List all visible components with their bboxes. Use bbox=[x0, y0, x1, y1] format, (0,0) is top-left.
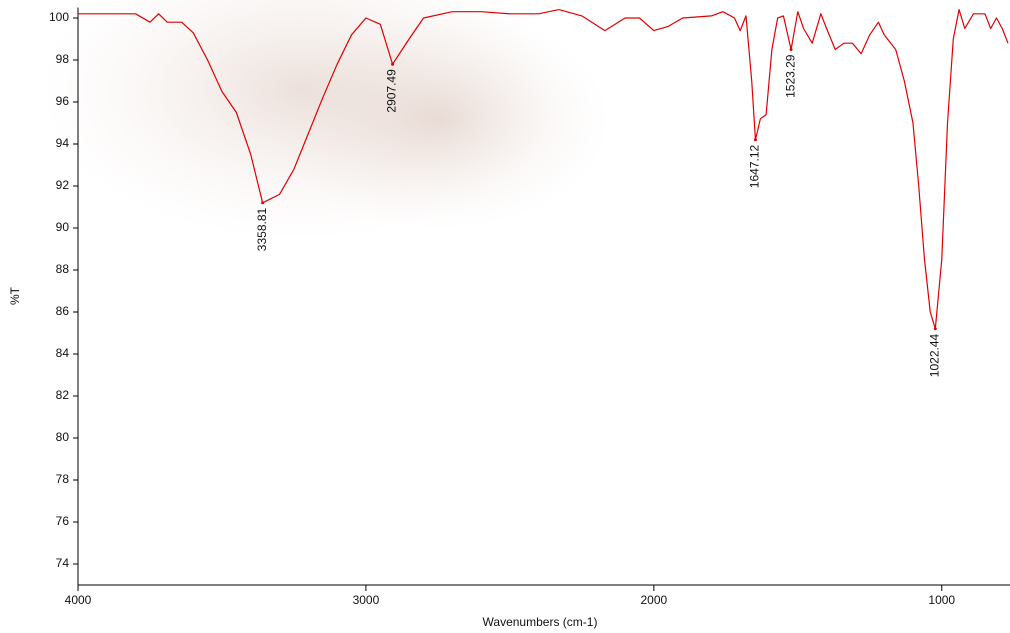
y-tick-label: 84 bbox=[56, 346, 70, 360]
y-tick-label: 74 bbox=[56, 556, 70, 570]
y-tick-label: 78 bbox=[56, 472, 70, 486]
peak-label: 2907.49 bbox=[385, 69, 399, 113]
spectrum-line bbox=[78, 9, 1009, 330]
y-tick-label: 82 bbox=[56, 388, 70, 402]
y-tick-label: 96 bbox=[56, 94, 70, 108]
peak-label: 1022.44 bbox=[927, 333, 941, 377]
y-tick-label: 100 bbox=[49, 10, 69, 24]
x-tick-label: 3000 bbox=[353, 593, 380, 607]
peak-label: 1523.29 bbox=[783, 54, 797, 98]
y-tick-label: 94 bbox=[56, 136, 70, 150]
peak-marker bbox=[391, 62, 395, 66]
background-image bbox=[270, 10, 610, 230]
y-tick-label: 80 bbox=[56, 430, 70, 444]
x-tick-label: 2000 bbox=[640, 593, 667, 607]
x-axis-title: Wavenumbers (cm-1) bbox=[483, 615, 598, 629]
y-tick-label: 98 bbox=[56, 52, 70, 66]
peak-label: 3358.81 bbox=[255, 207, 269, 251]
y-tick-label: 92 bbox=[56, 178, 70, 192]
y-axis-title: %T bbox=[8, 286, 22, 305]
peak-marker bbox=[789, 48, 793, 51]
y-tick-label: 76 bbox=[56, 514, 70, 528]
peak-label: 1647.12 bbox=[748, 144, 762, 188]
x-tick-label: 1000 bbox=[928, 593, 955, 607]
peak-marker bbox=[933, 327, 937, 331]
x-tick-label: 4000 bbox=[65, 593, 92, 607]
peak-marker bbox=[753, 138, 757, 142]
y-tick-label: 86 bbox=[56, 304, 70, 318]
y-tick-label: 88 bbox=[56, 262, 70, 276]
y-tick-label: 90 bbox=[56, 220, 70, 234]
peak-marker bbox=[261, 201, 265, 205]
